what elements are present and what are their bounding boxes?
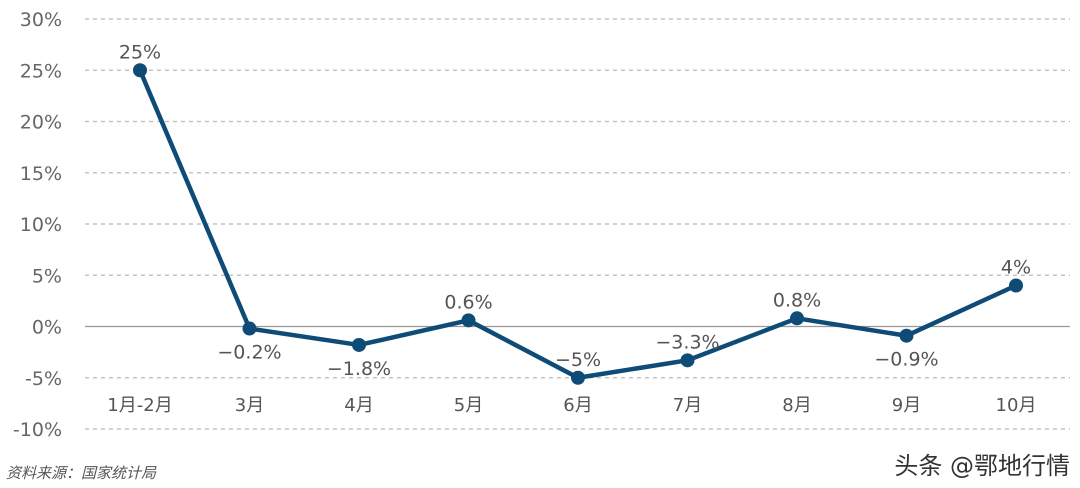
data-point (242, 321, 257, 336)
data-label: −3.3% (655, 331, 719, 353)
y-tick-label: 20% (20, 112, 62, 134)
y-tick-label: -5% (25, 368, 62, 390)
data-point (133, 63, 147, 78)
data-point (790, 311, 804, 326)
x-axis-ticks: 1月-2月 3月 4月 5月 6月 7月 8月 9月 10月 (107, 395, 1036, 416)
x-tick-label: 4月 (344, 395, 373, 416)
data-label: −5% (555, 349, 601, 371)
data-point (461, 313, 476, 328)
data-point (352, 337, 366, 352)
x-tick-label: 10月 (996, 395, 1037, 416)
data-point (899, 328, 914, 343)
data-label: −1.8% (327, 358, 391, 380)
data-points (133, 63, 1023, 385)
data-label: 4% (1001, 257, 1031, 279)
y-tick-label: 30% (20, 9, 62, 31)
y-tick-label: 15% (20, 163, 62, 185)
x-tick-label: 7月 (673, 395, 702, 416)
data-label: 25% (119, 41, 161, 63)
y-tick-label: 25% (20, 60, 62, 82)
x-tick-label: 9月 (892, 395, 921, 416)
watermark: 头条 @鄂地行情 (894, 452, 1070, 480)
y-tick-label: -10% (13, 419, 62, 441)
y-axis-ticks: -10% -5% 0% 5% 10% 15% 20% 25% 30% (13, 9, 62, 441)
y-tick-label: 5% (32, 265, 62, 287)
data-label: −0.2% (217, 342, 281, 364)
data-label: −0.9% (874, 349, 938, 371)
data-labels: 25% −0.2% −1.8% 0.6% −5% −3.3% 0.8% −0.9% 4% (119, 41, 1031, 380)
x-tick-label: 5月 (454, 395, 483, 416)
y-tick-label: 0% (32, 317, 62, 339)
y-tick-label: 10% (20, 214, 62, 236)
x-tick-label: 1月-2月 (107, 395, 172, 416)
x-tick-label: 3月 (235, 395, 264, 416)
data-label: 0.6% (444, 291, 492, 313)
data-point (571, 370, 585, 385)
data-point (680, 353, 695, 368)
data-label: 0.8% (773, 289, 821, 311)
x-tick-label: 8月 (782, 395, 811, 416)
x-tick-label: 6月 (563, 395, 592, 416)
data-point (1009, 278, 1023, 293)
source-note: 资料来源：国家统计局 (6, 464, 157, 482)
